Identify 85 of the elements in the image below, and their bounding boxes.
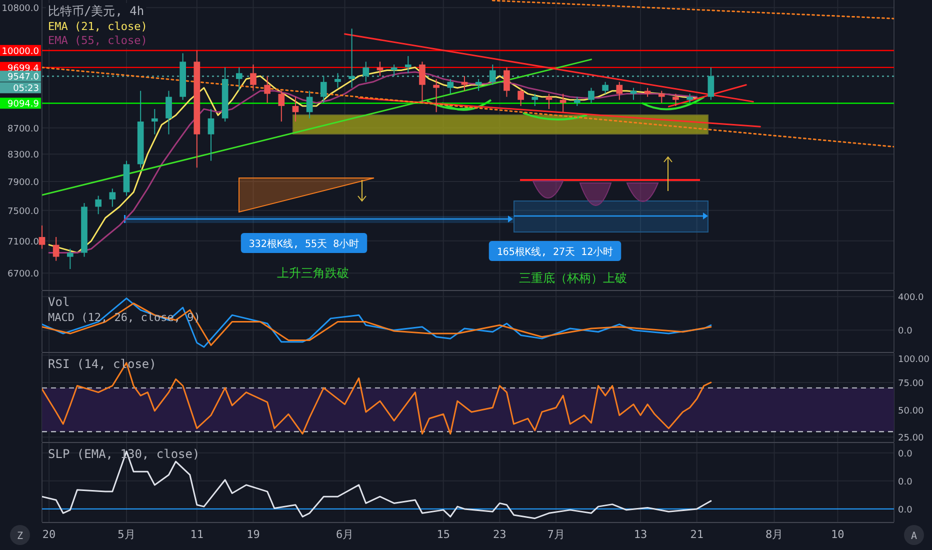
candlestick [672, 93, 679, 106]
chart-title: Vol [48, 295, 70, 309]
candlestick [433, 78, 440, 113]
x-tick-label: 15 [436, 528, 450, 541]
y-tick-label: 400.0 [898, 293, 924, 304]
candlestick [419, 61, 426, 104]
candlestick [602, 81, 608, 94]
candlestick [236, 66, 242, 92]
candlestick [447, 78, 454, 94]
candlestick [66, 248, 74, 270]
candlestick [630, 87, 637, 100]
ref-line-label: 9699.4 [8, 64, 40, 74]
annotation: 165根K线, 27天 12小时 [496, 246, 614, 258]
x-tick-label: 5月 [118, 528, 136, 541]
candlestick [38, 224, 46, 250]
candlestick [588, 87, 594, 104]
annotation: 三重底（杯柄）上破 [519, 271, 627, 285]
text: EMA (55, close) [48, 34, 148, 47]
candlestick [489, 64, 496, 86]
y-tick-label: 0.0 [898, 477, 913, 488]
y-tick-label: 25.00 [898, 434, 924, 444]
candlestick [532, 93, 538, 106]
candlestick [574, 96, 580, 106]
x-tick-label: 8月 [765, 528, 784, 541]
y-tick-label: 7100.0 [8, 237, 40, 248]
y-tick-label: 7500.0 [8, 206, 40, 217]
candlestick [560, 93, 566, 113]
candlestick [334, 72, 341, 88]
candlestick [546, 93, 552, 110]
candlestick [616, 81, 623, 100]
x-tick-label: 19 [246, 528, 260, 541]
candlestick [404, 56, 412, 74]
text: Z [16, 531, 24, 542]
candlestick [292, 96, 299, 122]
y-tick-label: 8700.0 [8, 124, 40, 134]
y-tick-label: 75.00 [898, 378, 924, 389]
y-tick-label: 0.0 [898, 326, 913, 337]
ref-line-label: 9094.9 [8, 100, 40, 110]
candlestick [708, 66, 714, 100]
candlestick [264, 76, 270, 104]
y-tick-label: 8300.0 [8, 150, 40, 161]
x-tick-label: 11 [190, 528, 204, 541]
annotation: 上升三角跌破 [277, 266, 349, 280]
candlestick [504, 66, 510, 98]
candlestick [278, 90, 285, 122]
candlestick [461, 76, 468, 92]
y-tick-label: 0.0 [898, 449, 913, 460]
line-series [42, 450, 712, 520]
chart-title: 比特币/美元, 4h [48, 4, 144, 18]
candlestick [686, 93, 693, 104]
y-tick-label: 50.00 [898, 406, 924, 416]
candlestick [320, 76, 327, 104]
candlestick [166, 90, 172, 135]
candlestick [250, 64, 256, 92]
candlestick [95, 195, 102, 215]
annotation: 332根K线, 55天 8小时 [248, 238, 360, 250]
candlestick [208, 108, 214, 162]
y-tick-label: 6700.0 [8, 270, 40, 280]
candlestick [475, 78, 482, 92]
y-tick-label: 0.0 [898, 505, 913, 516]
x-tick-label: 7月 [547, 528, 565, 541]
x-tick-label: 20 [42, 528, 56, 541]
candlestick [151, 108, 158, 135]
x-tick-label: 6月 [336, 528, 354, 541]
text: EMA (21, close) [48, 20, 148, 33]
candlestick [109, 188, 116, 208]
candlestick [348, 28, 355, 88]
text: 05:23 [13, 84, 39, 94]
candlestick [52, 236, 60, 262]
y-tick-label: 7900.0 [8, 178, 40, 188]
y-tick-label: 10800.0 [2, 4, 40, 14]
x-tick-label: 21 [690, 528, 704, 541]
candlestick [376, 61, 384, 77]
candlestick [306, 90, 313, 119]
candlestick [518, 87, 524, 106]
x-tick-label: 23 [493, 528, 506, 541]
candlestick [658, 90, 665, 104]
text: A [910, 531, 918, 542]
y-tick-label: 100.00 [898, 355, 930, 365]
candlestick [362, 61, 370, 82]
x-tick-label: 13 [634, 528, 648, 541]
ref-line-label: 10000.0 [2, 46, 40, 57]
candlestick [390, 64, 398, 77]
ref-line-label: 9547.0 [8, 72, 40, 83]
x-tick-label: 10 [831, 528, 844, 541]
